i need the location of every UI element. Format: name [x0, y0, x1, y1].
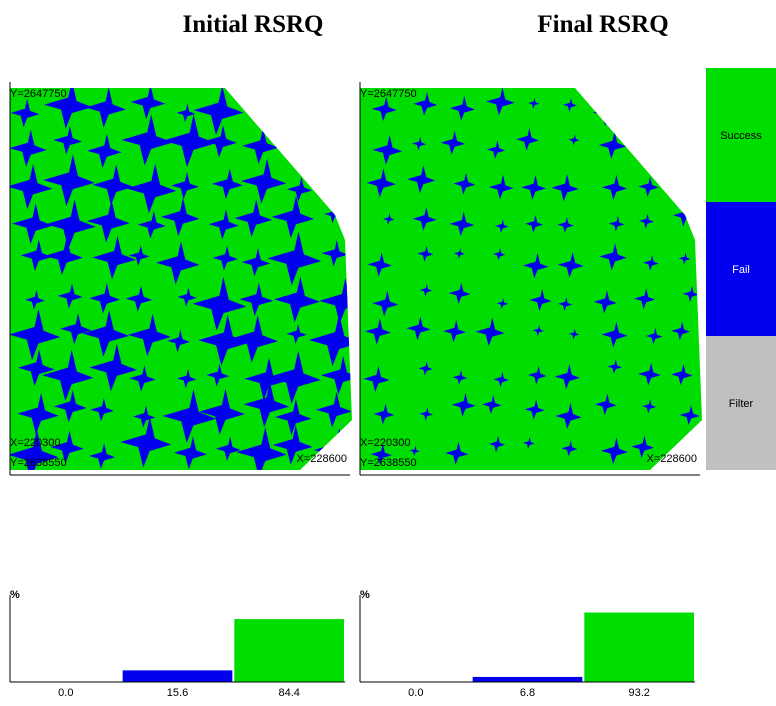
- map-label: X=220300: [10, 437, 60, 449]
- screenshot: Initial RSRQ Y=2647750 X=220300 Y=2638550 X=…: [0, 0, 776, 706]
- map-label: X=228600: [647, 453, 697, 465]
- bar-value-label: 0.0: [58, 687, 73, 699]
- map-label: Y=2647750: [10, 88, 67, 100]
- bar-value-label: 93.2: [628, 687, 649, 699]
- coverage-map: [360, 87, 705, 473]
- y-axis-label: %: [360, 589, 370, 601]
- legend-label: Filter: [729, 398, 754, 410]
- fail-area: [640, 136, 658, 154]
- map-area: [360, 88, 705, 473]
- map-label: X=220300: [360, 437, 410, 449]
- map-label: Y=2638550: [360, 457, 417, 469]
- y-axis-label: %: [10, 589, 20, 601]
- fail-area: [326, 161, 359, 194]
- fail-area: [682, 100, 700, 118]
- bar: [584, 613, 694, 682]
- fail-area: [678, 137, 691, 150]
- bar-value-label: 0.0: [408, 687, 423, 699]
- bar-value-label: 84.4: [278, 687, 299, 699]
- bar-value-label: 15.6: [167, 687, 188, 699]
- panel-title: Final RSRQ: [537, 11, 668, 38]
- bar-value-label: 6.8: [520, 687, 535, 699]
- map-label: Y=2647750: [360, 88, 417, 100]
- coverage-map: [7, 81, 365, 480]
- bar: [123, 670, 233, 682]
- fail-area: [317, 87, 345, 115]
- map-label: Y=2638550: [10, 457, 67, 469]
- fail-area: [283, 130, 301, 148]
- bar: [234, 619, 344, 682]
- fail-area: [671, 167, 691, 187]
- bar: [473, 677, 583, 682]
- legend-label: Fail: [732, 264, 750, 276]
- panel-title: Initial RSRQ: [182, 11, 323, 38]
- map-label: X=228600: [297, 453, 347, 465]
- legend-label: Success: [720, 130, 762, 142]
- fail-area: [646, 104, 660, 118]
- fail-area: [281, 91, 302, 112]
- fail-area: [320, 128, 355, 163]
